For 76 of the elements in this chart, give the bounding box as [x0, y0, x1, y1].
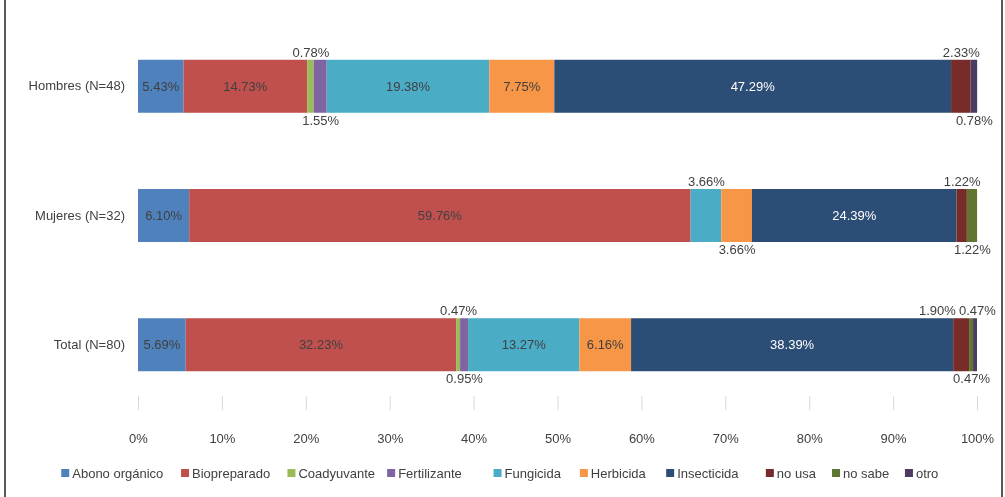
bar: [185, 318, 457, 372]
bar: [456, 318, 461, 372]
bar: [489, 59, 555, 113]
bar: [138, 59, 184, 113]
bar: [313, 59, 327, 113]
legend-label: Biopreparado: [192, 465, 271, 481]
bar: [951, 59, 971, 113]
x-tick-label: 70%: [712, 431, 740, 447]
y-tick-label: Mujeres (N=32): [35, 207, 125, 223]
bar: [138, 189, 190, 242]
legend-label: Abono orgánico: [72, 465, 164, 481]
bar: [326, 59, 490, 113]
data-label: 1.90%: [919, 303, 957, 319]
data-label: 32.23%: [298, 337, 344, 353]
x-tick-label: 0%: [129, 431, 149, 447]
data-label: 7.75%: [503, 78, 541, 94]
x-tick-label: 20%: [293, 431, 320, 447]
legend-label: otro: [915, 465, 939, 481]
data-label: 0.47%: [440, 303, 478, 319]
data-label: 24.39%: [832, 208, 877, 224]
bar: [721, 189, 752, 242]
data-label: 1.55%: [302, 112, 340, 128]
bar: [554, 59, 952, 113]
x-tick-label: 100%: [960, 431, 995, 447]
legend-label: Insecticida: [677, 465, 740, 481]
y-tick-label: Hombres (N=48): [28, 78, 125, 94]
data-label: 59.76%: [417, 208, 463, 224]
x-tick-label: 30%: [377, 431, 404, 447]
x-tick-label: 10%: [209, 431, 236, 447]
data-label: 3.66%: [687, 174, 726, 190]
y-tick-label: Total (N=80): [53, 336, 125, 352]
data-label: 0.78%: [292, 44, 330, 60]
data-label: 38.39%: [770, 337, 815, 353]
bar: [973, 318, 977, 372]
bar: [138, 318, 186, 372]
data-label: 19.38%: [385, 78, 431, 94]
bar: [751, 189, 957, 242]
data-label: 1.22%: [953, 241, 992, 257]
data-label: 5.69%: [143, 337, 181, 353]
bar: [969, 318, 974, 372]
data-label: 5.43%: [142, 78, 180, 94]
data-label: 3.66%: [718, 241, 756, 257]
data-label: 0.95%: [446, 371, 484, 387]
legend-label: no sabe: [843, 465, 890, 481]
data-label: 6.16%: [586, 337, 625, 353]
x-tick-label: 60%: [628, 431, 656, 447]
data-label: 14.73%: [223, 78, 268, 94]
bar: [307, 59, 314, 113]
bar: [460, 318, 469, 372]
x-tick-label: 80%: [796, 431, 824, 447]
legend-label: Fertilizante: [398, 465, 462, 481]
bar: [183, 59, 308, 113]
bar: [579, 318, 632, 372]
bar: [970, 59, 978, 113]
data-label: 0.78%: [955, 112, 994, 128]
bar: [631, 318, 954, 372]
data-label: 0.47%: [953, 371, 991, 387]
bar: [953, 318, 970, 372]
data-label: 6.10%: [145, 208, 183, 224]
legend-label: Herbicida: [590, 465, 647, 481]
legend-label: Fungicida: [504, 465, 562, 481]
data-label: 47.29%: [730, 78, 776, 94]
data-label: 0.47%: [959, 303, 997, 319]
legend-label: Coadyuvante: [298, 465, 376, 481]
data-label: 13.27%: [501, 337, 547, 353]
bar: [468, 318, 580, 372]
x-tick-label: 50%: [544, 431, 572, 447]
x-tick-label: 90%: [880, 431, 908, 447]
bar: [690, 189, 722, 242]
data-label: 2.33%: [942, 44, 981, 60]
legend-label: no usa: [776, 465, 817, 481]
x-tick-label: 40%: [461, 431, 488, 447]
bar: [189, 189, 691, 242]
data-label: 1.22%: [943, 174, 982, 190]
bar: [966, 189, 978, 242]
bar: [956, 189, 967, 242]
